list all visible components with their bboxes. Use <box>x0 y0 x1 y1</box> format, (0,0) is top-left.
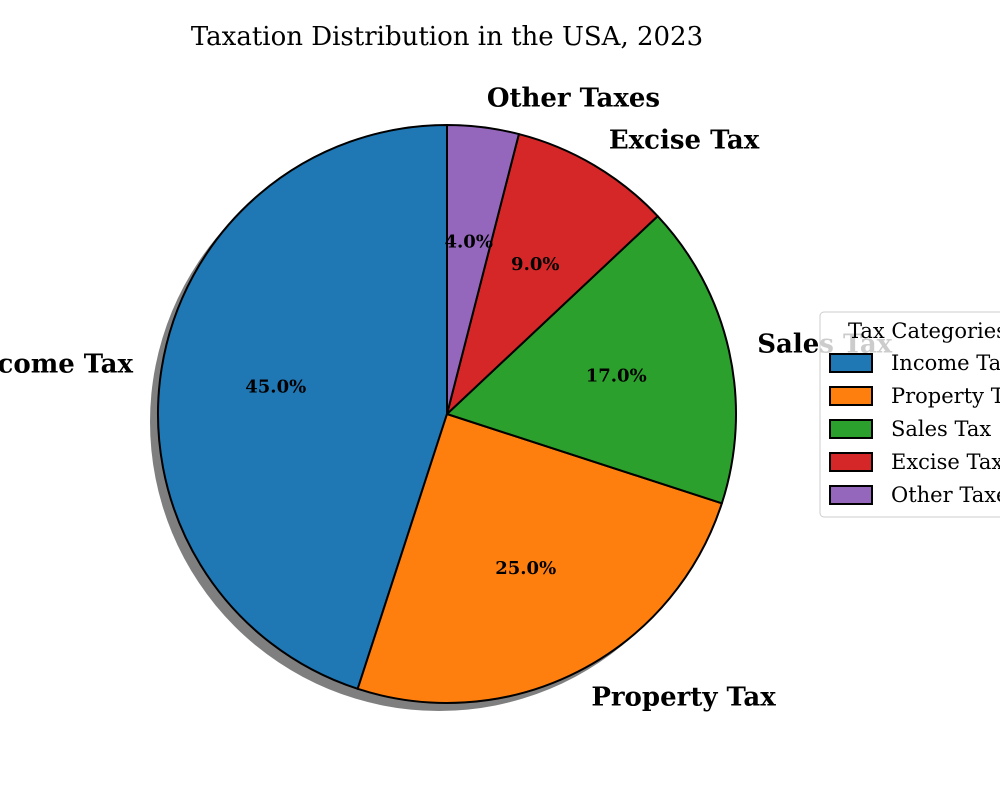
legend-swatch <box>829 353 873 373</box>
legend-swatch <box>829 485 873 505</box>
percent-labels: 45.0% 25.0% 17.0% 9.0% 4.0% <box>245 231 646 579</box>
pie-slice-excise-tax <box>446 133 659 415</box>
pie-slice-property-tax <box>356 413 723 704</box>
legend-item: Sales Tax <box>829 417 991 441</box>
legend-item: Excise Tax <box>829 450 1000 474</box>
legend-label: Income Tax <box>891 351 1000 375</box>
category-label: Income Tax <box>0 349 134 379</box>
legend-label: Property Tax <box>891 384 1000 408</box>
legend-label: Other Taxes <box>891 483 1000 507</box>
legend: Tax Categories Income Tax Property Tax Sal… <box>819 311 1000 518</box>
legend-item: Other Taxes <box>829 483 1000 507</box>
legend-swatch <box>829 419 873 439</box>
percent-label: 17.0% <box>586 366 647 387</box>
legend-swatch <box>829 452 873 472</box>
percent-label: 4.0% <box>445 231 493 252</box>
percent-label: 45.0% <box>245 376 306 397</box>
legend-label: Sales Tax <box>891 417 991 441</box>
legend-item: Property Tax <box>829 384 1000 408</box>
category-label: Other Taxes <box>487 84 660 114</box>
legend-swatch <box>829 386 873 406</box>
percent-label: 9.0% <box>511 254 559 275</box>
chart-title: Taxation Distribution in the USA, 2023 <box>191 22 703 52</box>
legend-item: Income Tax <box>829 351 1000 375</box>
legend-title: Tax Categories <box>848 319 1000 343</box>
pie-slice-income-tax <box>157 124 448 690</box>
category-label: Excise Tax <box>609 125 760 155</box>
category-label: Property Tax <box>591 682 776 712</box>
legend-label: Excise Tax <box>891 450 1000 474</box>
pie-slice-other-taxes <box>446 124 520 415</box>
legend-entries: Income Tax Property Tax Sales Tax Excise Ta… <box>829 351 1000 507</box>
pie-slice-sales-tax <box>446 215 737 505</box>
percent-label: 25.0% <box>495 558 556 579</box>
pie-slices <box>157 124 737 704</box>
